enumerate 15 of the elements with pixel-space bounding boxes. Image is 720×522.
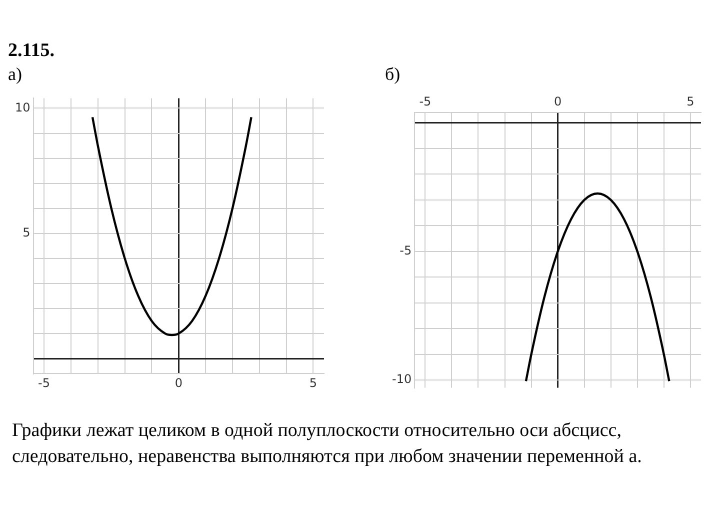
chart-title: 2.115. <box>8 40 56 63</box>
y-tick-label: 10 <box>14 100 30 114</box>
line-series <box>91 116 252 336</box>
y-tick-label: -10 <box>392 372 412 386</box>
x-tick-label: -5 <box>38 376 50 390</box>
text: Графики лежат целиком в одной полуплоскости относительно оси абсцисс, <box>12 419 622 443</box>
line-series <box>524 192 670 382</box>
chart-subtitle: а) <box>8 64 23 86</box>
chart-title: б) <box>385 64 402 86</box>
x-tick-label: 0 <box>554 94 562 108</box>
x-tick-label: 5 <box>686 94 694 108</box>
x-tick-label: 5 <box>309 376 318 390</box>
text: следовательно, неравенства выполняются при любом значении переменной а. <box>12 445 643 469</box>
x-tick-label: 0 <box>174 376 182 390</box>
x-tick-label: -5 <box>419 94 432 108</box>
